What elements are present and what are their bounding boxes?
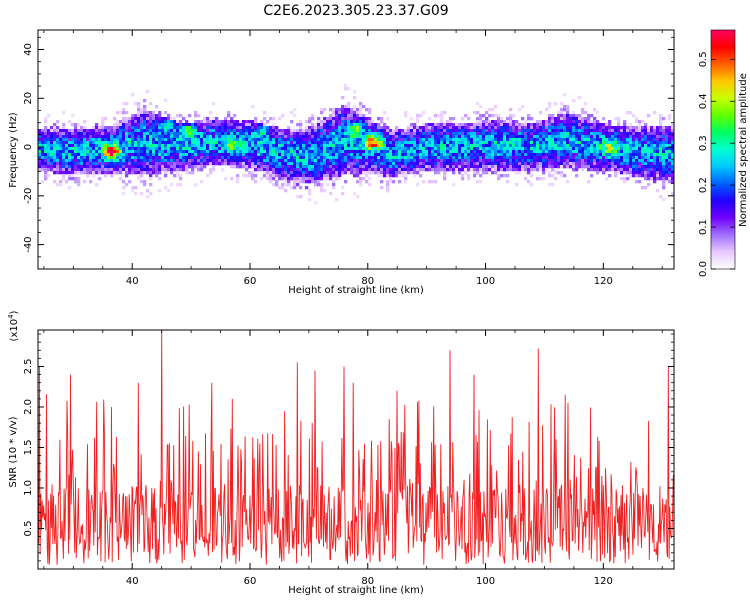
spectrogram-x-ticks: 40 60 80 100 120 [43, 30, 663, 287]
svg-text:40: 40 [126, 576, 139, 587]
svg-text:2.5: 2.5 [23, 359, 34, 375]
colorbar-frame [710, 29, 736, 270]
svg-text:0.3: 0.3 [698, 135, 709, 151]
svg-text:80: 80 [361, 276, 374, 287]
svg-text:0.5: 0.5 [23, 521, 34, 537]
svg-text:20: 20 [23, 92, 34, 105]
colorbar: 0.0 0.1 0.2 0.3 0.4 0.5 Normalized spectral a… [698, 29, 749, 277]
svg-text:120: 120 [594, 576, 613, 587]
spectrogram-y-ticks: -40 -20 0 20 40 [23, 36, 674, 270]
snr-panel: 40 60 80 100 120 0.5 1.0 1.5 2.0 2.5 Height of s… [7, 310, 675, 596]
snr-line [37, 329, 674, 565]
snr-exponent-label: (x104) [7, 310, 20, 341]
svg-text:2.0: 2.0 [23, 399, 34, 415]
spectrogram-frame [37, 29, 675, 270]
svg-text:120: 120 [594, 276, 613, 287]
svg-text:100: 100 [476, 576, 495, 587]
snr-y-axis-label: SNR (10 * v/v) [8, 416, 19, 487]
svg-text:60: 60 [244, 276, 257, 287]
svg-text:40: 40 [126, 276, 139, 287]
figure-title: C2E6.2023.305.23.37.G09 [263, 3, 448, 19]
svg-text:-40: -40 [23, 236, 34, 252]
snr-x-ticks: 40 60 80 100 120 [43, 330, 663, 587]
spectrogram-y-axis-label: Frequency (Hz) [8, 112, 19, 188]
svg-text:100: 100 [476, 276, 495, 287]
spectrogram-panel: 40 60 80 100 120 -40 -20 0 20 40 Height of strai… [8, 29, 675, 296]
svg-text:1.5: 1.5 [23, 440, 34, 456]
svg-text:80: 80 [361, 576, 374, 587]
svg-text:0.0: 0.0 [698, 261, 709, 277]
svg-text:0.1: 0.1 [698, 219, 709, 235]
snr-x-axis-label: Height of straight line (km) [288, 585, 424, 596]
svg-text:60: 60 [244, 576, 257, 587]
spectrogram-x-axis-label: Height of straight line (km) [288, 285, 424, 296]
svg-text:0.5: 0.5 [698, 51, 709, 67]
colorbar-ticks: 0.0 0.1 0.2 0.3 0.4 0.5 [698, 51, 735, 277]
svg-text:-20: -20 [23, 188, 34, 204]
spectrogram-heatmap [38, 84, 675, 205]
colorbar-gradient [711, 30, 735, 269]
colorbar-label: Normalized spectral amplitude [738, 73, 749, 227]
svg-text:0.2: 0.2 [698, 177, 709, 193]
svg-text:0: 0 [23, 144, 34, 150]
snr-frame [37, 329, 675, 570]
svg-text:0.4: 0.4 [698, 93, 709, 109]
svg-text:1.0: 1.0 [23, 480, 34, 496]
svg-text:40: 40 [23, 43, 34, 56]
snr-y-ticks: 0.5 1.0 1.5 2.0 2.5 [23, 333, 674, 562]
